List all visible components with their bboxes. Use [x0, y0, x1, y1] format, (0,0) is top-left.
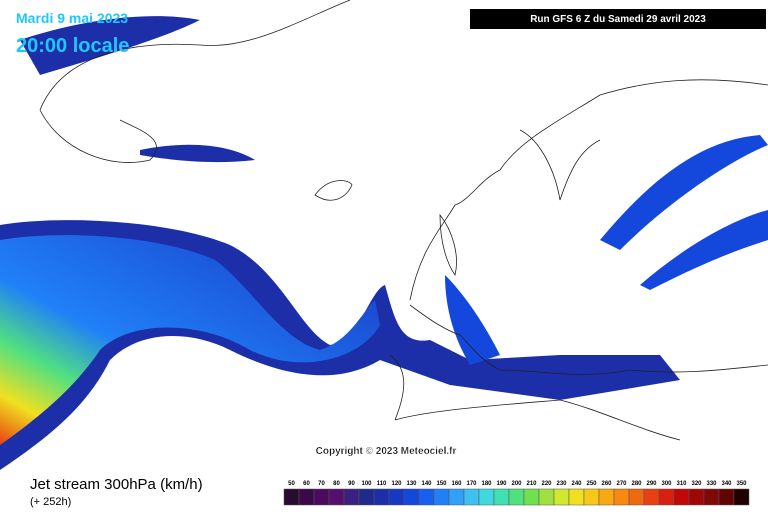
footer-lead: (+ 252h)	[30, 496, 71, 508]
legend-label: 120	[391, 481, 402, 487]
footer-title: Jet stream 300hPa (km/h)	[30, 476, 203, 493]
legend-swatch	[373, 488, 390, 506]
time: 20:00 locale	[16, 35, 129, 57]
legend-swatch	[463, 488, 480, 506]
legend-label: 220	[541, 481, 552, 487]
legend-swatch	[403, 488, 420, 506]
legend-label: 230	[556, 481, 567, 487]
legend-label: 300	[661, 481, 672, 487]
legend-swatch	[388, 488, 405, 506]
legend-swatch	[598, 488, 615, 506]
legend-label: 140	[421, 481, 432, 487]
legend-label: 150	[436, 481, 447, 487]
coastlines	[39, 0, 768, 441]
legend-swatch	[538, 488, 555, 506]
legend-label: 330	[706, 481, 717, 487]
legend-label: 320	[691, 481, 702, 487]
legend-label: 60	[303, 481, 310, 487]
legend-label: 100	[361, 481, 372, 487]
legend-swatch	[658, 488, 675, 506]
legend-swatch	[523, 488, 540, 506]
legend-swatch	[673, 488, 690, 506]
legend-label: 280	[631, 481, 642, 487]
legend-label: 80	[333, 481, 340, 487]
legend-swatch	[298, 488, 315, 506]
legend-swatch	[613, 488, 630, 506]
legend-label: 210	[526, 481, 537, 487]
legend-swatch	[358, 488, 375, 506]
legend-swatch	[703, 488, 720, 506]
legend-label: 240	[571, 481, 582, 487]
legend-label: 50	[288, 481, 295, 487]
jet-stream	[0, 16, 768, 470]
legend-swatch	[733, 488, 750, 506]
legend-swatch	[628, 488, 645, 506]
legend-label: 190	[496, 481, 507, 487]
legend-label: 130	[406, 481, 417, 487]
legend-swatch	[433, 488, 450, 506]
legend-label: 250	[586, 481, 597, 487]
legend-label: 260	[601, 481, 612, 487]
legend-label: 290	[646, 481, 657, 487]
legend-label: 340	[721, 481, 732, 487]
legend-label: 170	[466, 481, 477, 487]
legend-swatch	[568, 488, 585, 506]
legend-swatch	[328, 488, 345, 506]
legend-label: 310	[676, 481, 687, 487]
legend-swatch	[283, 488, 300, 506]
legend-label: 350	[736, 481, 747, 487]
colorbar: 50 60 70 80 90 100 110 120 130 140 150 160 170 180 190…	[283, 481, 750, 506]
legend-swatch	[643, 488, 660, 506]
run-banner	[470, 9, 766, 29]
legend-label: 70	[318, 481, 325, 487]
legend-swatch	[478, 488, 495, 506]
legend-label: 200	[511, 481, 522, 487]
legend-label: 270	[616, 481, 627, 487]
legend-swatch	[718, 488, 735, 506]
legend-label: 110	[377, 481, 387, 487]
legend-swatch	[508, 488, 525, 506]
legend-label: 160	[451, 481, 462, 487]
legend-swatch	[553, 488, 570, 506]
legend-swatch	[688, 488, 705, 506]
legend-swatch	[493, 488, 510, 506]
legend-label: 180	[481, 481, 492, 487]
legend-swatch	[583, 488, 600, 506]
date: Mardi 9 mai 2023	[16, 10, 128, 26]
legend-swatch	[418, 488, 435, 506]
legend-swatch	[343, 488, 360, 506]
legend-swatch	[448, 488, 465, 506]
legend-swatch	[313, 488, 330, 506]
legend-label: 90	[348, 481, 355, 487]
copyright: Copyright © 2023 Meteociel.fr	[316, 446, 457, 457]
run: Run GFS 6 Z du Samedi 29 avril 2023	[530, 14, 706, 25]
